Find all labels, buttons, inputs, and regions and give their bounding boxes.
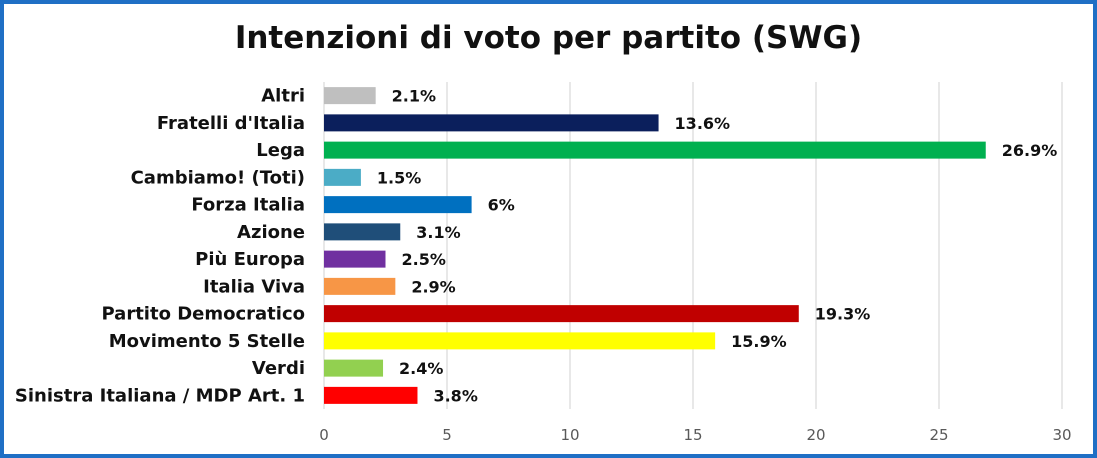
value-label-7: 2.9% xyxy=(411,277,455,296)
bar-11 xyxy=(324,386,418,404)
category-label-9: Movimento 5 Stelle xyxy=(109,331,305,352)
bars xyxy=(324,87,986,404)
bar-5 xyxy=(324,223,401,241)
bar-4 xyxy=(324,196,472,214)
category-label-6: Più Europa xyxy=(195,249,305,270)
category-label-4: Forza Italia xyxy=(191,195,305,216)
x-tick-label-0: 0 xyxy=(319,426,329,444)
value-label-4: 6% xyxy=(488,196,515,215)
gridlines xyxy=(323,82,1063,409)
bar-1 xyxy=(324,114,659,132)
category-label-0: Altri xyxy=(261,86,305,107)
bar-10 xyxy=(324,359,384,377)
value-label-6: 2.5% xyxy=(402,250,446,269)
bar-7 xyxy=(324,277,396,295)
category-labels: Altri Fratelli d'Italia Lega Cambiamo! (Tot… xyxy=(15,86,305,407)
x-tick-label-20: 20 xyxy=(806,426,825,444)
value-label-5: 3.1% xyxy=(416,223,460,242)
value-label-10: 2.4% xyxy=(399,359,443,378)
category-label-11: Sinistra Italiana / MDP Art. 1 xyxy=(15,385,305,406)
category-label-2: Lega xyxy=(256,140,305,161)
category-label-10: Verdi xyxy=(252,358,305,379)
bar-0 xyxy=(324,87,376,105)
x-tick-label-10: 10 xyxy=(560,426,579,444)
category-label-7: Italia Viva xyxy=(203,276,305,297)
value-labels: 2.1% 13.6% 26.9% 1.5% 6% 3.1% 2.5% 2.9% 19.3% 15.… xyxy=(377,87,1057,406)
category-label-1: Fratelli d'Italia xyxy=(157,113,305,134)
bar-6 xyxy=(324,250,386,268)
category-label-3: Cambiamo! (Toti) xyxy=(131,167,305,188)
value-label-0: 2.1% xyxy=(392,87,436,106)
value-label-8: 19.3% xyxy=(815,305,871,324)
category-label-5: Azione xyxy=(237,222,305,243)
x-tick-label-15: 15 xyxy=(683,426,702,444)
bar-2 xyxy=(324,141,986,159)
x-axis-ticks: 0 5 10 15 20 25 30 xyxy=(319,426,1071,444)
x-tick-label-30: 30 xyxy=(1052,426,1071,444)
value-label-9: 15.9% xyxy=(731,332,787,351)
value-label-11: 3.8% xyxy=(433,386,477,405)
x-tick-label-5: 5 xyxy=(442,426,452,444)
chart-title: Intenzioni di voto per partito (SWG) xyxy=(234,20,863,56)
value-label-1: 13.6% xyxy=(675,114,731,133)
value-label-3: 1.5% xyxy=(377,168,421,187)
bar-3 xyxy=(324,168,361,186)
category-label-8: Partito Democratico xyxy=(101,304,305,325)
value-label-2: 26.9% xyxy=(1002,141,1058,160)
bar-8 xyxy=(324,305,799,323)
x-tick-label-25: 25 xyxy=(929,426,948,444)
bar-9 xyxy=(324,332,716,350)
